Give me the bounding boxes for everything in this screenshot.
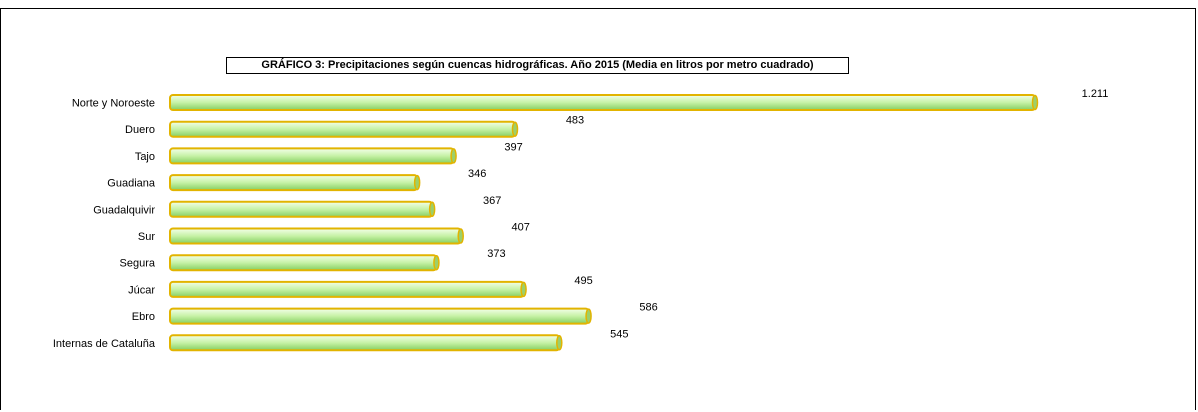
chart-title: GRÁFICO 3: Precipitaciones según cuencas… [226,57,849,74]
category-label: Duero [125,124,155,136]
bar [169,200,434,218]
value-label: 346 [468,168,486,180]
category-label: Ebro [132,311,155,323]
bar-end-cap [433,254,440,271]
category-label: Internas de Cataluña [53,338,156,350]
value-label: 397 [504,141,522,153]
value-label: 367 [483,195,501,207]
bar-end-cap [450,148,457,164]
category-label: Júcar [128,284,155,296]
bar-end-cap [520,281,527,298]
bar [169,94,1036,111]
value-label: 483 [566,115,584,127]
bar [169,254,438,272]
category-label: Tajo [135,151,155,163]
bar [169,280,525,298]
bar [169,334,561,352]
value-label: 373 [487,248,505,260]
bar-end-cap [556,335,563,351]
bar-end-cap [511,121,519,137]
category-label: Segura [120,258,156,270]
bar-end-cap [1031,94,1039,111]
bar [169,174,419,192]
bar [169,307,590,325]
value-label: 1.211 [1082,88,1109,100]
value-label: 586 [639,302,657,314]
chart-frame [0,8,1196,410]
bar-end-cap [413,174,421,191]
bar-end-cap [457,228,464,244]
bar [169,120,516,138]
value-label: 545 [610,328,628,340]
bar [169,227,462,245]
bar-end-cap [585,308,592,324]
bar-end-cap [428,201,436,218]
value-label: 407 [512,222,530,234]
category-label: Guadiana [107,178,156,190]
category-label: Sur [138,231,155,243]
category-label: Norte y Noroeste [72,98,155,110]
category-label: Guadalquivir [93,204,155,216]
bar [169,147,455,165]
value-label: 495 [574,275,592,287]
